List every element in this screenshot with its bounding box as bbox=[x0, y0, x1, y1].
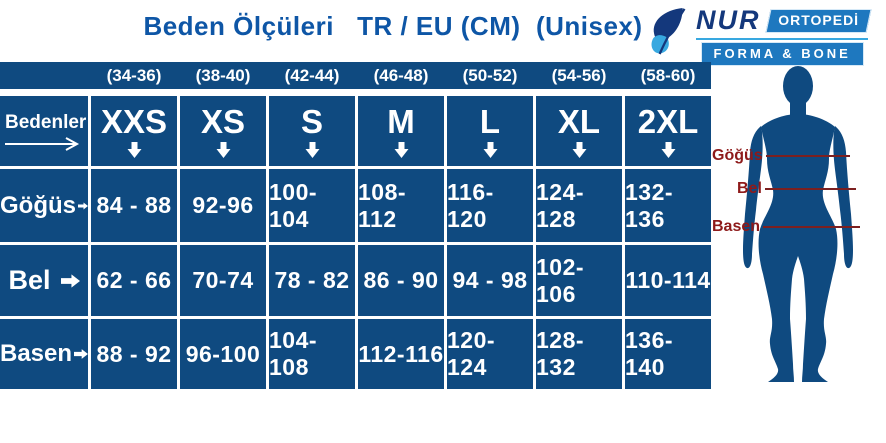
measurement-cell: 70-74 bbox=[180, 245, 266, 316]
size-header-cell: XXS bbox=[91, 96, 177, 166]
size-label: M bbox=[387, 102, 415, 140]
down-arrow-icon bbox=[305, 141, 319, 158]
size-label: XL bbox=[557, 102, 601, 140]
size-header-cell: M bbox=[358, 96, 444, 166]
measurement-cell: 86 - 90 bbox=[358, 245, 444, 316]
measurement-cell: 92-96 bbox=[180, 169, 266, 242]
butterfly-icon bbox=[651, 8, 686, 55]
logo-text-block: NUR ORTOPEDİ FORMA & BONE bbox=[696, 5, 871, 66]
right-arrow-icon bbox=[74, 349, 88, 359]
down-arrow-icon bbox=[661, 141, 675, 158]
measurement-cell: 110-114 bbox=[625, 245, 711, 316]
measurement-cell: 112-116 bbox=[358, 319, 444, 389]
size-header-cell: S bbox=[269, 96, 355, 166]
measurement-cell: 136-140 bbox=[625, 319, 711, 389]
logo-suffix-box: ORTOPEDİ bbox=[764, 8, 871, 33]
size-header-cell: XL bbox=[536, 96, 622, 166]
logo-suffix-text: ORTOPEDİ bbox=[777, 11, 859, 28]
size-header-cell: 2XL bbox=[625, 96, 711, 166]
size-header-cell: XS bbox=[180, 96, 266, 166]
size-header-cell: L bbox=[447, 96, 533, 166]
callout-basen-label: Basen bbox=[712, 218, 761, 235]
callout-bel-label: Bel bbox=[737, 180, 762, 197]
measurement-cell: 62 - 66 bbox=[91, 245, 177, 316]
eu-size-header: (58-60) bbox=[640, 65, 696, 85]
down-arrow-icon bbox=[394, 141, 408, 158]
row-label-bel: Bel bbox=[0, 245, 88, 316]
logo-brand-name: NUR bbox=[696, 5, 761, 35]
row-label-text: Göğüs bbox=[0, 191, 76, 219]
logo-tagline-box: FORMA & BONE bbox=[700, 42, 864, 66]
logo-divider bbox=[696, 38, 869, 40]
eu-size-band: (34-36) (38-40) (42-44) (46-48) (50-52) … bbox=[0, 62, 711, 89]
size-grid: Bedenler XXS XS S M L bbox=[0, 96, 711, 389]
measurement-cell: 120-124 bbox=[447, 319, 533, 389]
row-label-basen: Basen bbox=[0, 319, 88, 389]
measurement-cell: 96-100 bbox=[180, 319, 266, 389]
row-label-text: Bel bbox=[8, 265, 51, 295]
row-label-gogus: Göğüs bbox=[0, 169, 88, 242]
size-label: 2XL bbox=[637, 102, 699, 140]
eu-size-header: (50-52) bbox=[462, 65, 518, 85]
bedenler-corner-cell: Bedenler bbox=[0, 96, 88, 166]
eu-size-header: (42-44) bbox=[284, 65, 340, 85]
callout-bel-line bbox=[764, 188, 856, 190]
down-arrow-icon bbox=[572, 141, 586, 158]
page-title: Beden Ölçüleri TR / EU (CM) (Unisex) bbox=[143, 11, 643, 41]
measurement-cell: 78 - 82 bbox=[269, 245, 355, 316]
callout-gogus-label: Göğüs bbox=[712, 147, 763, 164]
size-table: (34-36) (38-40) (42-44) (46-48) (50-52) … bbox=[0, 62, 711, 389]
bedenler-label: Bedenler bbox=[5, 111, 87, 133]
measurement-cell: 94 - 98 bbox=[447, 245, 533, 316]
measurement-cell: 128-132 bbox=[536, 319, 622, 389]
eu-size-header: (38-40) bbox=[195, 65, 251, 85]
measurement-cell: 132-136 bbox=[625, 169, 711, 242]
down-arrow-icon bbox=[483, 141, 497, 158]
measurement-cell: 116-120 bbox=[447, 169, 533, 242]
callout-gogus-line bbox=[765, 155, 850, 157]
eu-size-header: (34-36) bbox=[106, 65, 162, 85]
eu-size-header: (46-48) bbox=[373, 65, 429, 85]
size-label: L bbox=[479, 102, 501, 140]
callout-basen-line bbox=[763, 226, 860, 228]
measurement-cell: 108-112 bbox=[358, 169, 444, 242]
right-arrow-icon bbox=[78, 202, 88, 209]
size-label: XS bbox=[200, 102, 246, 140]
callout-gogus: Göğüs bbox=[712, 147, 850, 165]
logo-tagline-text: FORMA & BONE bbox=[713, 46, 851, 61]
measurement-cell: 88 - 92 bbox=[91, 319, 177, 389]
right-arrow-icon bbox=[60, 273, 80, 288]
measurement-cell: 104-108 bbox=[269, 319, 355, 389]
measurement-cell: 102-106 bbox=[536, 245, 622, 316]
down-arrow-icon bbox=[216, 141, 230, 158]
callout-basen: Basen bbox=[712, 218, 860, 236]
measurement-cell: 100-104 bbox=[269, 169, 355, 242]
down-arrow-icon bbox=[127, 141, 141, 158]
measurement-cell: 124-128 bbox=[536, 169, 622, 242]
long-right-arrow-icon bbox=[5, 136, 80, 151]
size-label: XXS bbox=[100, 102, 168, 140]
brand-logo: NUR ORTOPEDİ FORMA & BONE bbox=[644, 5, 871, 66]
body-silhouette bbox=[743, 66, 853, 386]
eu-size-header: (54-56) bbox=[551, 65, 607, 85]
row-label-text: Basen bbox=[0, 340, 73, 367]
callout-bel: Bel bbox=[737, 180, 856, 198]
measurement-cell: 84 - 88 bbox=[91, 169, 177, 242]
size-label: S bbox=[300, 102, 323, 140]
